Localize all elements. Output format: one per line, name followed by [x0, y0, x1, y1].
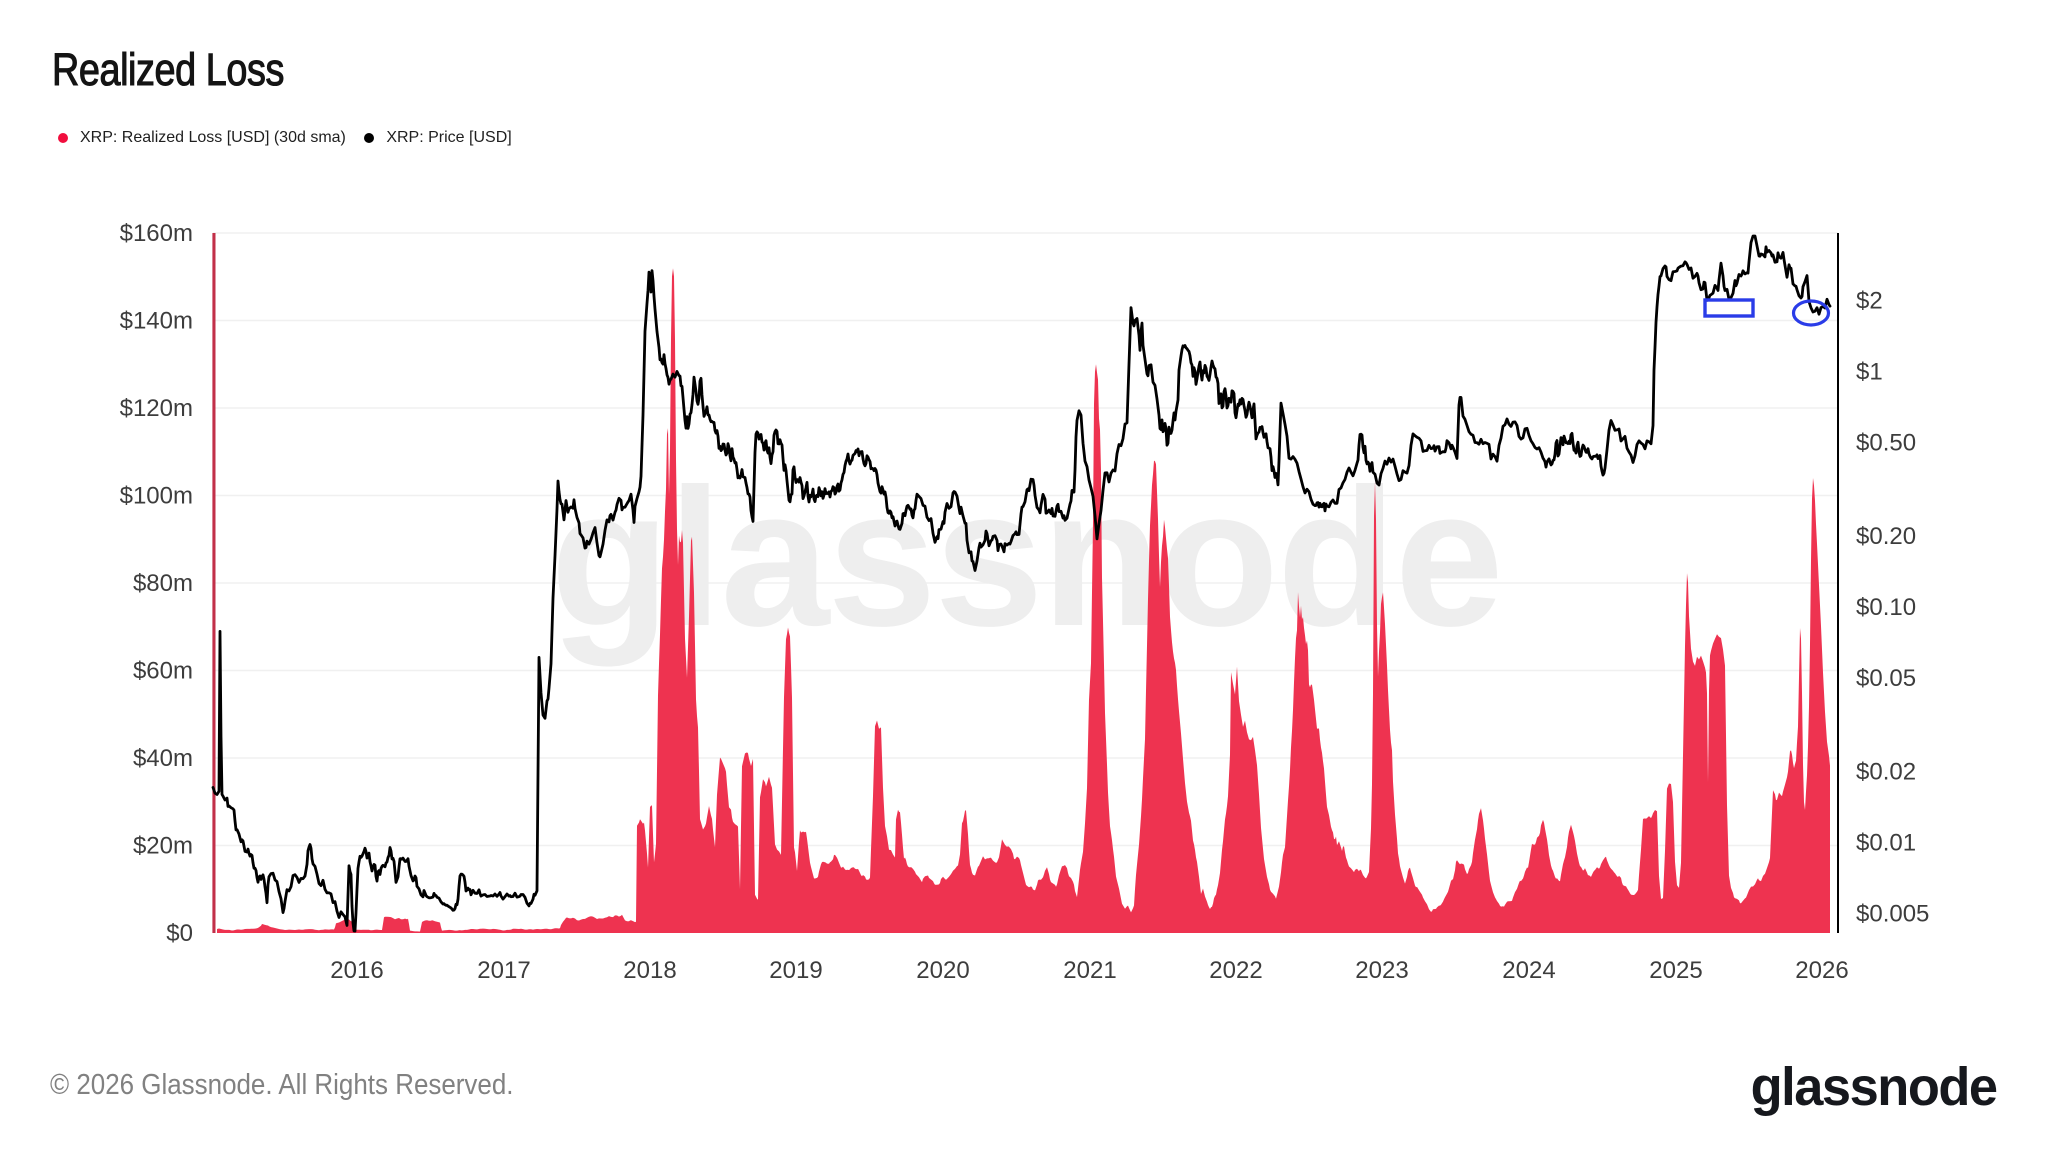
svg-text:$0.02: $0.02 [1856, 759, 1916, 786]
svg-text:$100m: $100m [120, 483, 193, 510]
svg-text:$120m: $120m [120, 395, 193, 422]
svg-text:$140m: $140m [120, 308, 193, 335]
svg-text:$2: $2 [1856, 288, 1883, 315]
svg-text:$0.20: $0.20 [1856, 523, 1916, 550]
svg-text:$0.005: $0.005 [1856, 900, 1929, 927]
svg-text:$1: $1 [1856, 359, 1883, 386]
svg-text:2026: 2026 [1795, 957, 1848, 984]
svg-text:$20m: $20m [133, 833, 193, 860]
svg-text:2020: 2020 [916, 957, 969, 984]
svg-text:$0.50: $0.50 [1856, 429, 1916, 456]
svg-text:$0.10: $0.10 [1856, 594, 1916, 621]
svg-text:$0: $0 [166, 920, 193, 947]
svg-text:$80m: $80m [133, 570, 193, 597]
svg-text:$60m: $60m [133, 658, 193, 685]
svg-text:2021: 2021 [1063, 957, 1116, 984]
svg-text:$160m: $160m [120, 220, 193, 247]
svg-text:2024: 2024 [1502, 957, 1555, 984]
svg-text:2023: 2023 [1355, 957, 1408, 984]
svg-text:$40m: $40m [133, 745, 193, 772]
svg-text:2018: 2018 [623, 957, 676, 984]
svg-text:2016: 2016 [330, 957, 383, 984]
svg-text:$0.05: $0.05 [1856, 665, 1916, 692]
svg-text:$0.01: $0.01 [1856, 830, 1916, 857]
svg-text:2025: 2025 [1649, 957, 1702, 984]
svg-text:2019: 2019 [769, 957, 822, 984]
svg-text:2017: 2017 [477, 957, 530, 984]
svg-text:2022: 2022 [1209, 957, 1262, 984]
svg-text:glassnode: glassnode [550, 448, 1501, 667]
